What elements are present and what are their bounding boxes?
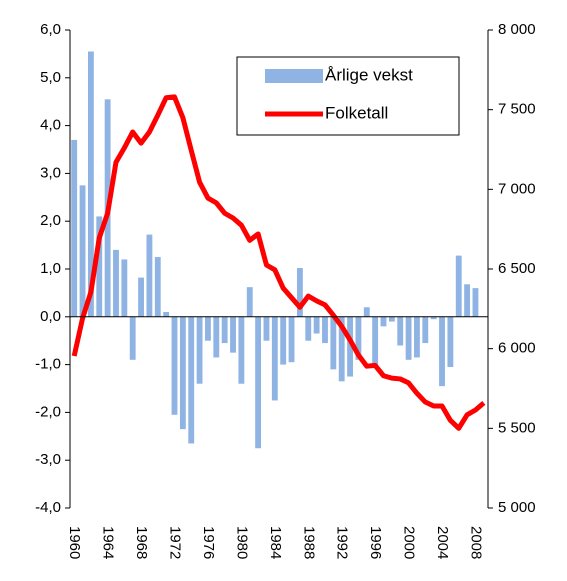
x-tick-label: 1972 xyxy=(167,526,184,559)
bar xyxy=(472,288,479,317)
bar xyxy=(96,216,103,317)
bar xyxy=(280,316,287,365)
x-tick-label: 1996 xyxy=(367,526,384,559)
x-tick-label: 2008 xyxy=(467,526,484,559)
bar xyxy=(313,316,320,334)
y-tick-label: -4,0 xyxy=(35,499,61,516)
bar xyxy=(271,316,278,401)
bar xyxy=(205,316,211,341)
bar xyxy=(414,316,420,358)
y-tick-label: 1,0 xyxy=(40,260,61,277)
y-tick-label: -1,0 xyxy=(35,356,61,373)
bar xyxy=(87,51,94,317)
y2-tick-label: 7 500 xyxy=(498,101,536,118)
bar xyxy=(447,316,454,367)
y2-tick-label: 5 000 xyxy=(498,499,536,516)
bar xyxy=(405,316,412,360)
legend: Årlige vekst Folketall xyxy=(236,56,460,136)
bar xyxy=(71,139,78,317)
x-tick-label: 1964 xyxy=(100,526,117,559)
bar xyxy=(422,316,429,344)
bar xyxy=(455,255,462,317)
bar xyxy=(221,316,228,344)
bar xyxy=(397,316,404,346)
y-tick-label: 2,0 xyxy=(40,212,61,229)
y2-tick-label: 6 500 xyxy=(498,260,536,277)
bar xyxy=(213,316,220,358)
y2-tick-label: 8 000 xyxy=(498,21,536,38)
bar xyxy=(380,316,387,327)
bar xyxy=(188,316,195,444)
bar xyxy=(163,312,170,317)
x-tick-label: 1968 xyxy=(133,526,150,559)
bar xyxy=(154,257,161,317)
bar xyxy=(179,316,186,430)
bar xyxy=(355,316,362,360)
y2-tick-label: 5 500 xyxy=(498,419,536,436)
y2-tick-label: 6 000 xyxy=(498,340,536,357)
bar xyxy=(255,316,262,449)
x-tick-label: 1988 xyxy=(300,526,317,559)
bar xyxy=(263,316,270,341)
bar xyxy=(146,234,153,317)
x-tick-label: 1960 xyxy=(66,526,83,559)
bar xyxy=(288,316,295,363)
y-tick-label: 4,0 xyxy=(40,117,61,134)
bar xyxy=(230,316,236,353)
y2-tick-label: 7 000 xyxy=(498,180,536,197)
legend-label: Årlige vekst xyxy=(325,65,413,84)
y-tick-label: 5,0 xyxy=(40,69,61,86)
bar xyxy=(246,287,253,317)
bar xyxy=(439,316,445,387)
y-tick-label: 3,0 xyxy=(40,164,61,181)
x-tick-label: 1976 xyxy=(200,526,217,559)
bar xyxy=(113,249,119,317)
x-tick-label: 2004 xyxy=(434,526,451,559)
y-tick-label: 0,0 xyxy=(40,308,61,325)
bar xyxy=(363,307,370,317)
legend-label: Folketall xyxy=(325,103,388,122)
line xyxy=(71,94,486,431)
legend-swatch xyxy=(265,69,323,83)
y-tick-label: 6,0 xyxy=(40,21,61,38)
x-tick-label: 2000 xyxy=(401,526,418,559)
y-tick-label: -3,0 xyxy=(35,451,61,468)
bar xyxy=(388,316,395,322)
bar xyxy=(430,316,437,320)
bar xyxy=(196,316,203,384)
bar xyxy=(238,316,245,384)
bar xyxy=(305,316,312,341)
bar xyxy=(372,316,379,367)
y-tick-label: -2,0 xyxy=(35,403,61,420)
bar xyxy=(347,316,353,377)
x-tick-label: 1984 xyxy=(267,526,284,559)
bar xyxy=(79,185,86,317)
bar xyxy=(121,259,128,317)
bar xyxy=(322,316,328,344)
bar xyxy=(296,268,303,317)
bar xyxy=(171,316,178,415)
bar xyxy=(138,277,144,317)
bar xyxy=(464,284,471,317)
x-tick-label: 1980 xyxy=(233,526,250,559)
bar xyxy=(330,316,337,370)
bar xyxy=(338,316,345,382)
x-tick-label: 1992 xyxy=(334,526,351,559)
bar xyxy=(129,316,136,360)
